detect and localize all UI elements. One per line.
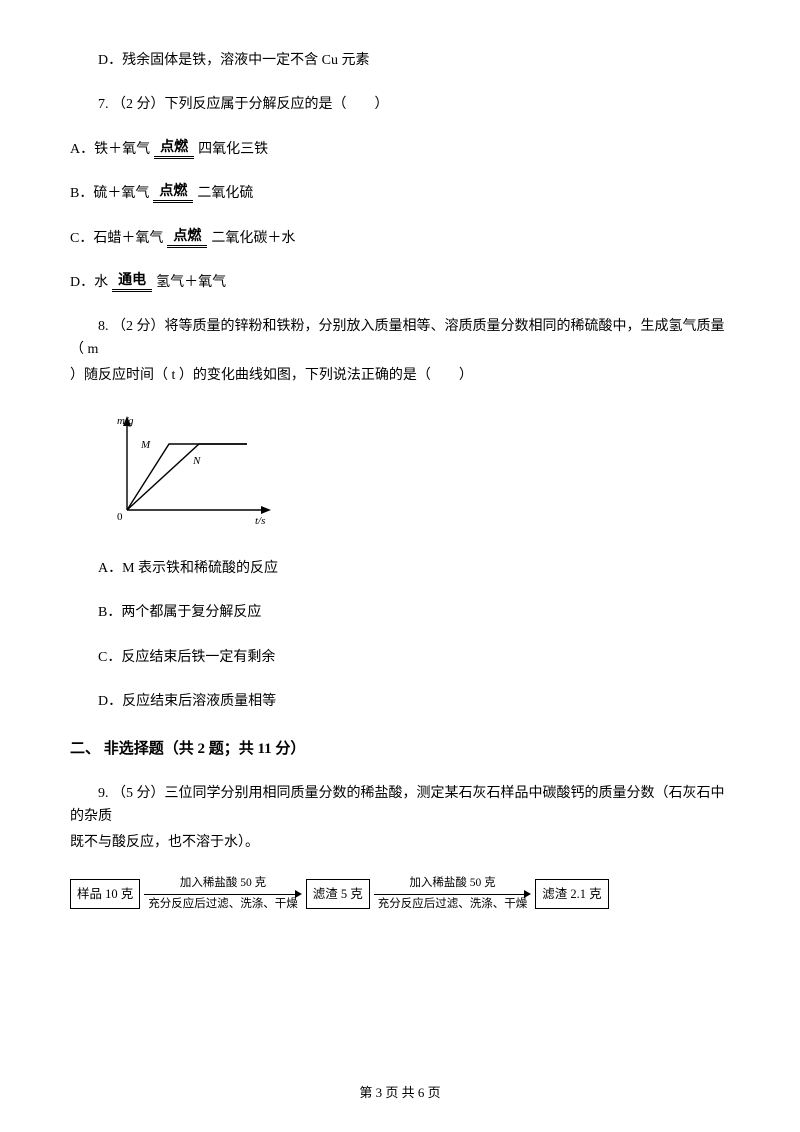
flow-arrow-1-bot: 充分反应后过滤、洗涤、干燥: [144, 898, 302, 912]
q6-option-d: D．残余固体是铁，溶液中一定不含 Cu 元素: [70, 50, 730, 72]
reaction-condition: 点燃: [154, 141, 194, 157]
q9-stem-line1: 9. （5 分）三位同学分别用相同质量分数的稀盐酸，测定某石灰石样品中碳酸钙的质…: [70, 783, 730, 828]
reaction-condition: 点燃: [153, 185, 193, 201]
svg-text:0: 0: [117, 511, 123, 523]
q8-chart: m/g t/s M N 0: [105, 410, 730, 536]
flow-arrow-1: 加入稀盐酸 50 克 充分反应后过滤、洗涤、干燥: [144, 877, 302, 913]
q7-d-products: 氢气＋氧气: [156, 272, 226, 294]
q9-flowchart: 样品 10 克 加入稀盐酸 50 克 充分反应后过滤、洗涤、干燥 滤渣 5 克 …: [70, 877, 730, 913]
flow-box-residue1: 滤渣 5 克: [306, 879, 370, 909]
flow-arrow-2-bot: 充分反应后过滤、洗涤、干燥: [374, 898, 532, 912]
q7-stem: 7. （2 分）下列反应属于分解反应的是（ ）: [70, 94, 730, 116]
svg-text:N: N: [192, 455, 201, 467]
flow-box-sample: 样品 10 克: [70, 879, 140, 909]
reaction-arrow-icon: 点燃: [153, 185, 193, 203]
q7-option-b: B．硫＋氧气 点燃 二氧化硫: [70, 183, 730, 205]
page-footer: 第 3 页 共 6 页: [0, 1083, 800, 1104]
svg-text:t/s: t/s: [255, 515, 265, 527]
q7-d-reactants: D．水: [70, 272, 108, 294]
q8-option-a: A．M 表示铁和稀硫酸的反应: [70, 558, 730, 580]
reaction-condition: 通电: [112, 274, 152, 290]
section-2-heading: 二、 非选择题（共 2 题；共 11 分）: [70, 737, 730, 761]
q7-c-products: 二氧化碳＋水: [211, 228, 295, 250]
flow-arrow-2-top: 加入稀盐酸 50 克: [374, 877, 532, 891]
q7-a-reactants: A．铁＋氧气: [70, 139, 150, 161]
flow-box-residue2: 滤渣 2.1 克: [535, 879, 608, 909]
q7-option-c: C．石蜡＋氧气 点燃 二氧化碳＋水: [70, 228, 730, 250]
q7-a-products: 四氧化三铁: [198, 139, 268, 161]
flow-arrow-2: 加入稀盐酸 50 克 充分反应后过滤、洗涤、干燥: [374, 877, 532, 913]
svg-text:M: M: [140, 439, 151, 451]
reaction-arrow-icon: 点燃: [154, 141, 194, 159]
q8-stem-line1: 8. （2 分）将等质量的锌粉和铁粉，分别放入质量相等、溶质质量分数相同的稀硫酸…: [70, 316, 730, 361]
q7-b-products: 二氧化硫: [197, 183, 253, 205]
reaction-arrow-icon: 通电: [112, 274, 152, 292]
q7-c-reactants: C．石蜡＋氧气: [70, 228, 163, 250]
reaction-condition: 点燃: [167, 230, 207, 246]
q7-option-a: A．铁＋氧气 点燃 四氧化三铁: [70, 139, 730, 161]
q7-option-d: D．水 通电 氢气＋氧气: [70, 272, 730, 294]
q7-b-reactants: B．硫＋氧气: [70, 183, 149, 205]
q8-option-d: D．反应结束后溶液质量相等: [70, 691, 730, 713]
flow-arrow-1-top: 加入稀盐酸 50 克: [144, 877, 302, 891]
q8-stem-line2: ）随反应时间（ t ）的变化曲线如图，下列说法正确的是（ ）: [70, 365, 730, 387]
svg-text:m/g: m/g: [117, 415, 134, 427]
q8-option-c: C．反应结束后铁一定有剩余: [70, 647, 730, 669]
q8-option-b: B．两个都属于复分解反应: [70, 602, 730, 624]
q9-stem-line2: 既不与酸反应，也不溶于水）。: [70, 832, 730, 854]
reaction-arrow-icon: 点燃: [167, 230, 207, 248]
